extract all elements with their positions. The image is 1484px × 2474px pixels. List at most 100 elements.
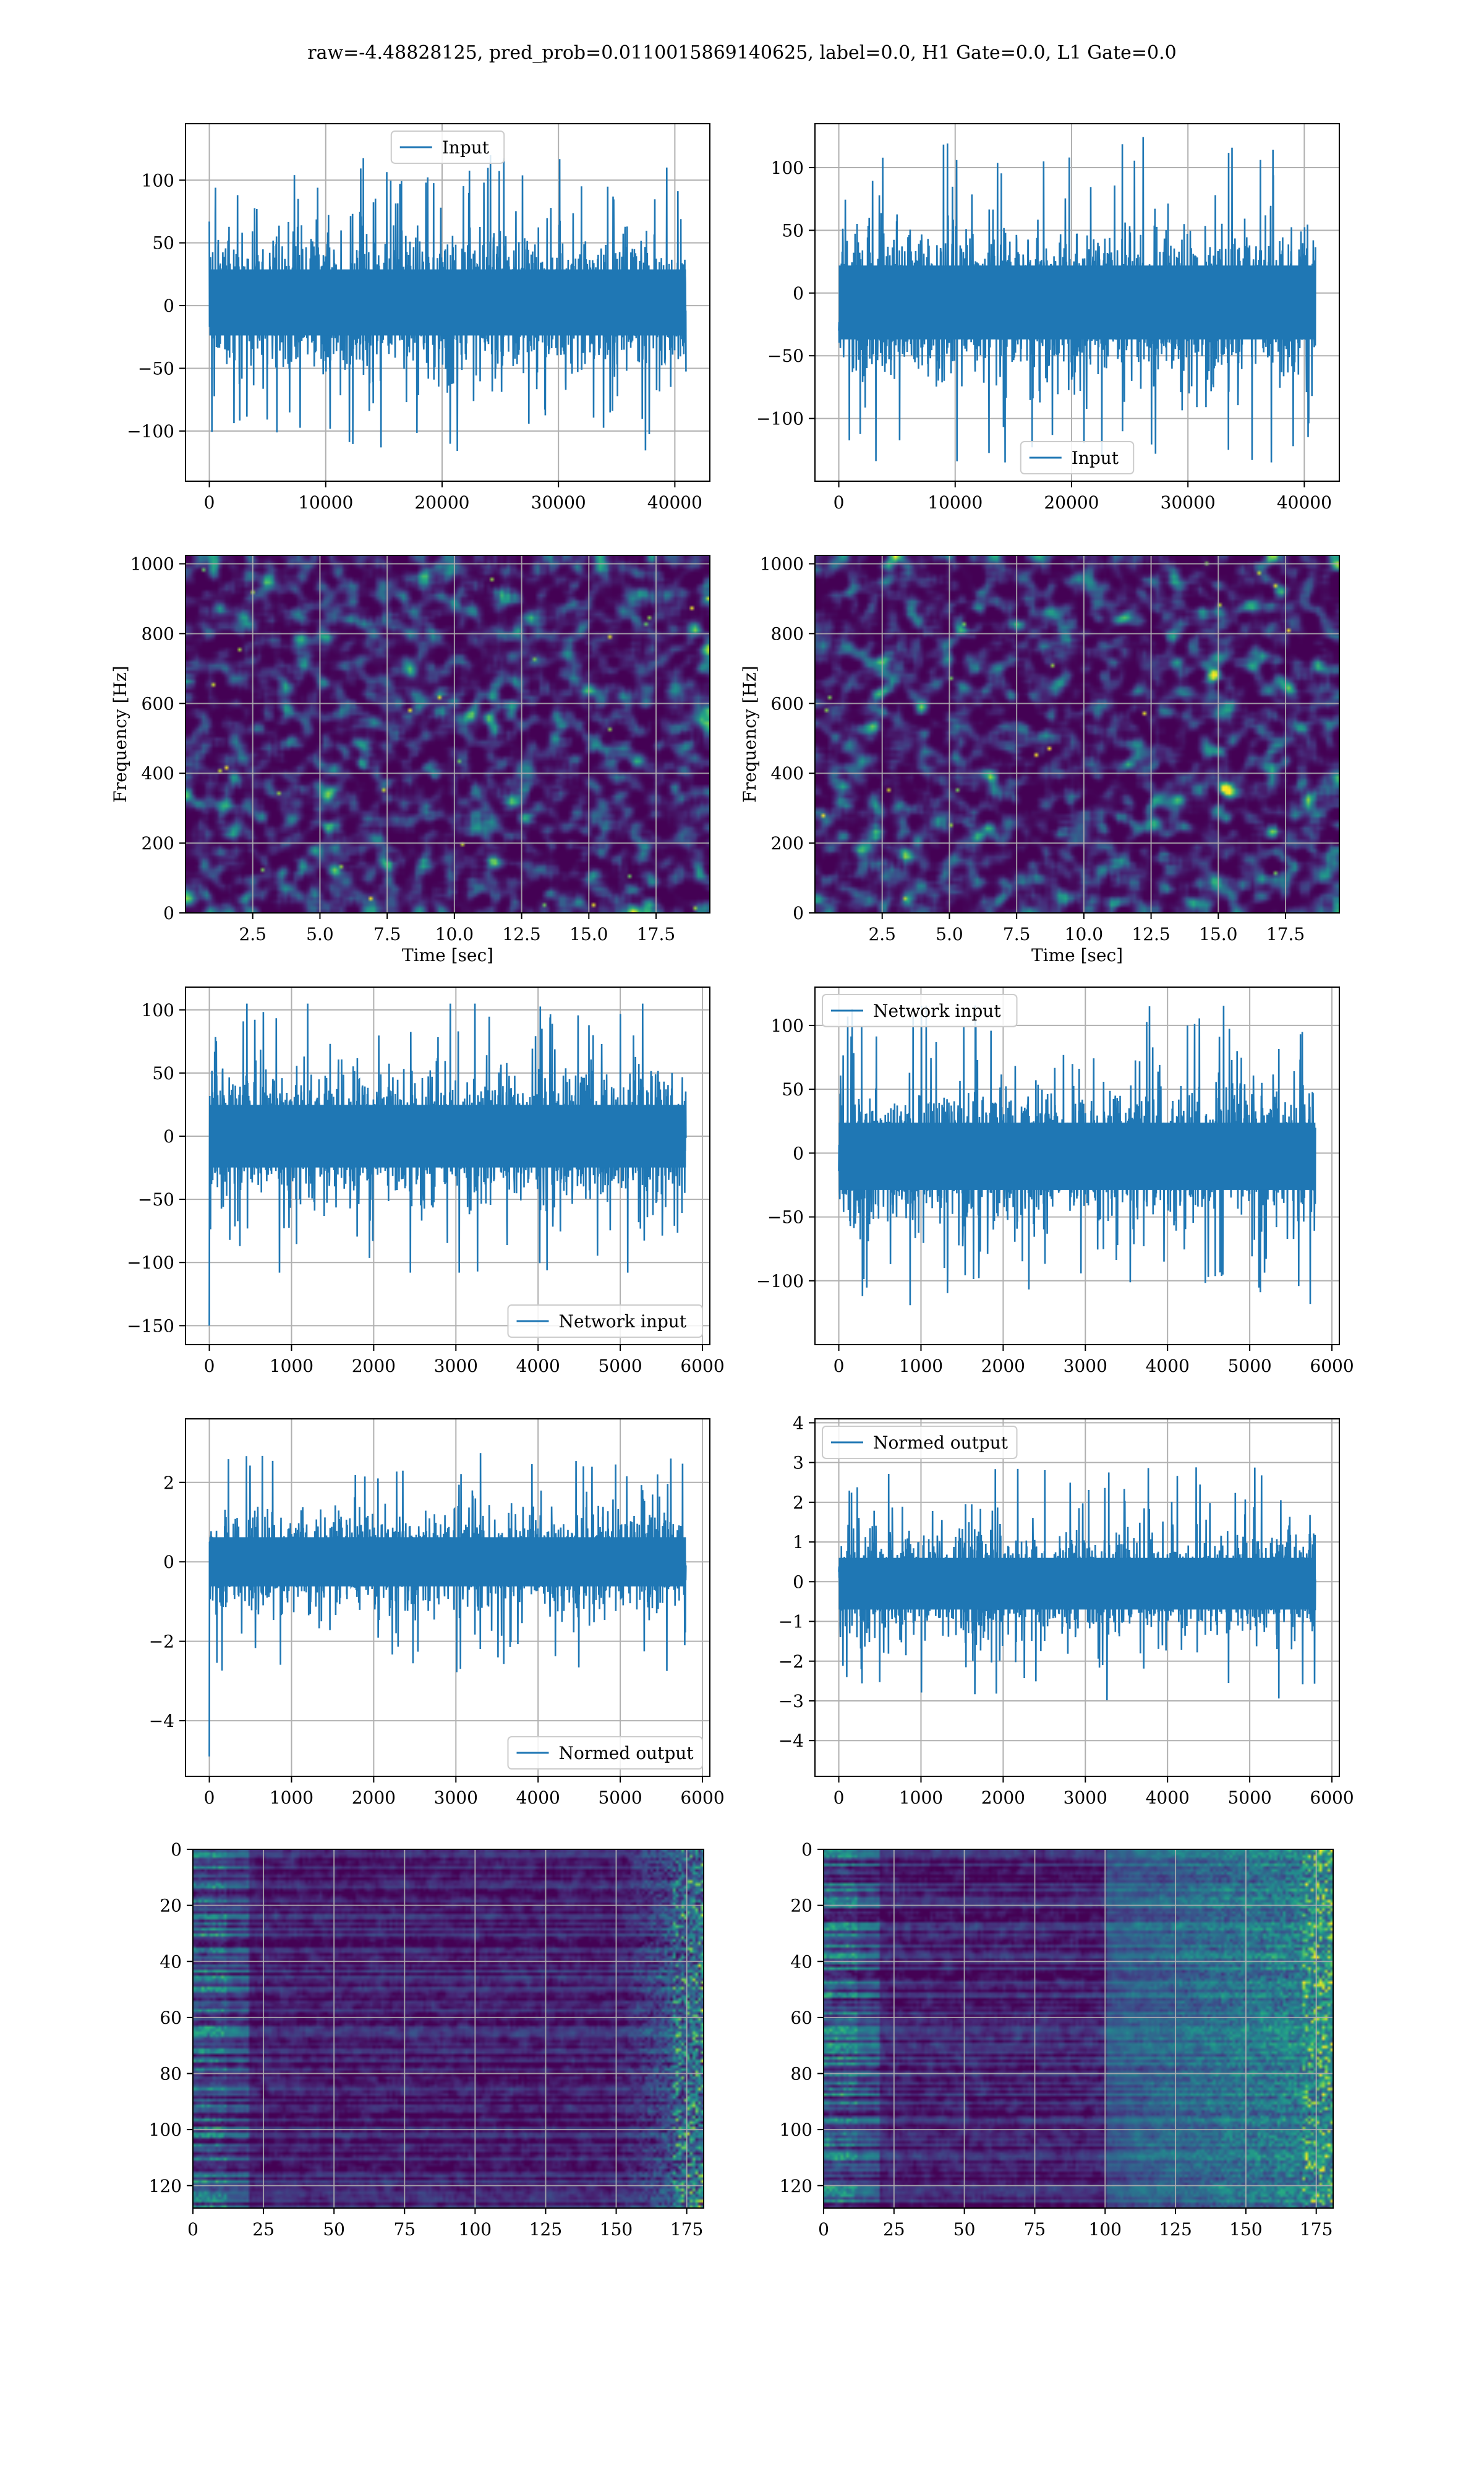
panel-l1-feature-map: 0 25 50 75 100 125 150 175 0 20 40 60 80 100 120 — [780, 1839, 1334, 2240]
y-tick-label: 4 — [793, 1413, 804, 1433]
x-tick-label: 12.5 — [1132, 924, 1170, 944]
x-tick-label: 125 — [1159, 2219, 1192, 2240]
y-tick-label: 40 — [790, 1951, 812, 1972]
x-tick-label: 0 — [834, 1356, 845, 1376]
panel-h1-normed-output: 0 1000 2000 3000 4000 5000 6000 −4 −2 0 2 Normed ou… — [149, 1418, 725, 1808]
y-tick-label: 0 — [163, 1126, 174, 1147]
x-tick-label: 25 — [883, 2219, 905, 2240]
y-tick-label: 60 — [790, 2008, 812, 2028]
x-tick-label: 4000 — [1146, 1787, 1190, 1808]
y-tick-label: 600 — [771, 693, 804, 714]
x-tick-label: 100 — [459, 2219, 492, 2240]
heatmap-image — [193, 1849, 704, 2208]
y-tick-label: 120 — [780, 2176, 812, 2196]
x-tick-label: 20000 — [414, 492, 469, 513]
x-tick-label: 75 — [1024, 2219, 1046, 2240]
x-tick-label: 10000 — [927, 492, 983, 513]
legend-label: Input — [1072, 448, 1119, 468]
y-tick-label: 120 — [149, 2176, 182, 2196]
x-tick-label: 1000 — [899, 1787, 943, 1808]
y-tick-label: 0 — [171, 1839, 182, 1860]
x-tick-label: 6000 — [1310, 1356, 1354, 1376]
y-tick-label: 80 — [160, 2064, 182, 2084]
y-axis-label: Frequency [Hz] — [110, 666, 130, 802]
x-tick-label: 17.5 — [1266, 924, 1305, 944]
y-tick-label: −100 — [756, 409, 804, 429]
series-core-band — [209, 269, 686, 336]
x-tick-label: 1000 — [270, 1356, 313, 1376]
y-tick-label: 400 — [771, 763, 804, 784]
x-axis-label: Time [sec] — [1031, 945, 1123, 965]
x-tick-label: 3000 — [1064, 1356, 1107, 1376]
panel-l1-network-input: 0 1000 2000 3000 4000 5000 6000 −100 −50 0 50 100 Ne… — [756, 987, 1354, 1376]
axes-frame — [814, 987, 1340, 1345]
y-tick-label: 100 — [771, 1016, 804, 1036]
y-tick-label: 100 — [142, 170, 174, 190]
x-tick-label: 125 — [529, 2219, 562, 2240]
y-tick-label: −100 — [127, 1252, 174, 1273]
y-tick-label: 20 — [790, 1896, 812, 1916]
legend-box — [390, 131, 505, 164]
x-tick-label: 12.5 — [502, 924, 540, 944]
x-tick-label: 50 — [323, 2219, 345, 2240]
y-tick-label: 1000 — [760, 554, 804, 575]
x-tick-label: 150 — [600, 2219, 633, 2240]
x-tick-label: 175 — [670, 2219, 703, 2240]
legend-box — [507, 1736, 703, 1770]
x-tick-label: 15.0 — [1199, 924, 1237, 944]
x-tick-label: 20000 — [1044, 492, 1099, 513]
x-tick-label: 1000 — [270, 1787, 313, 1808]
series-core-band — [838, 1123, 1316, 1190]
panel-h1-feature-map: 0 25 50 75 100 125 150 175 0 20 40 60 80 100 120 — [149, 1839, 704, 2240]
x-tick-label: 175 — [1300, 2219, 1333, 2240]
legend-label: Normed output — [873, 1432, 1009, 1453]
x-tick-label: 0 — [818, 2219, 829, 2240]
y-tick-label: −50 — [767, 1207, 804, 1228]
y-tick-label: −50 — [767, 346, 804, 366]
x-tick-label: 10.0 — [435, 924, 474, 944]
y-tick-label: 200 — [142, 833, 174, 854]
legend-label: Network input — [559, 1311, 687, 1332]
y-tick-label: −1 — [778, 1612, 804, 1632]
x-tick-label: 2.5 — [239, 924, 267, 944]
x-tick-label: 0 — [834, 1787, 845, 1808]
x-tick-label: 40000 — [647, 492, 702, 513]
y-tick-label: −50 — [138, 1189, 174, 1210]
y-tick-label: 1 — [793, 1532, 804, 1552]
legend: Input — [1020, 441, 1135, 474]
x-tick-label: 30000 — [1161, 492, 1216, 513]
x-tick-label: 5000 — [598, 1356, 642, 1376]
axes-frame — [814, 123, 1340, 482]
series-core-band — [209, 1537, 686, 1587]
x-tick-label: 2000 — [981, 1356, 1025, 1376]
legend: Normed output — [507, 1736, 703, 1770]
x-tick-label: 3000 — [1064, 1787, 1107, 1808]
x-tick-label: 6000 — [1310, 1787, 1354, 1808]
y-tick-label: 50 — [782, 220, 804, 241]
x-tick-label: 4000 — [516, 1356, 560, 1376]
panel-l1-spectrogram: 2.5 5.0 7.5 10.0 12.5 15.0 17.5 0 200 400 600 800 10… — [740, 554, 1340, 965]
y-tick-label: −3 — [778, 1691, 804, 1711]
x-tick-label: 3000 — [434, 1787, 478, 1808]
axes-frame — [185, 987, 710, 1345]
x-tick-label: 1000 — [899, 1356, 943, 1376]
legend: Network input — [822, 994, 1018, 1027]
y-tick-label: 0 — [163, 1552, 174, 1572]
x-tick-label: 10000 — [298, 492, 353, 513]
x-tick-label: 10.0 — [1065, 924, 1103, 944]
x-tick-label: 0 — [834, 492, 845, 513]
panel-l1-normed-output: 0 1000 2000 3000 4000 5000 6000 −4 −3 −2 −1 0 1 2 3 4 No… — [778, 1413, 1354, 1808]
panel-h1-input: 0 10000 20000 30000 40000 −100 −50 0 50 100 Input — [127, 123, 710, 513]
legend-label: Network input — [873, 1001, 1001, 1021]
series-core-band — [209, 1105, 686, 1168]
axes-frame — [823, 1849, 1334, 2209]
y-tick-label: 100 — [771, 158, 804, 178]
y-tick-label: 0 — [801, 1839, 812, 1860]
axes-frame — [185, 555, 710, 914]
y-tick-label: 50 — [152, 233, 174, 254]
x-tick-label: 40000 — [1277, 492, 1332, 513]
x-tick-label: 4000 — [516, 1787, 560, 1808]
y-tick-label: 40 — [160, 1951, 182, 1972]
legend: Input — [390, 131, 505, 164]
